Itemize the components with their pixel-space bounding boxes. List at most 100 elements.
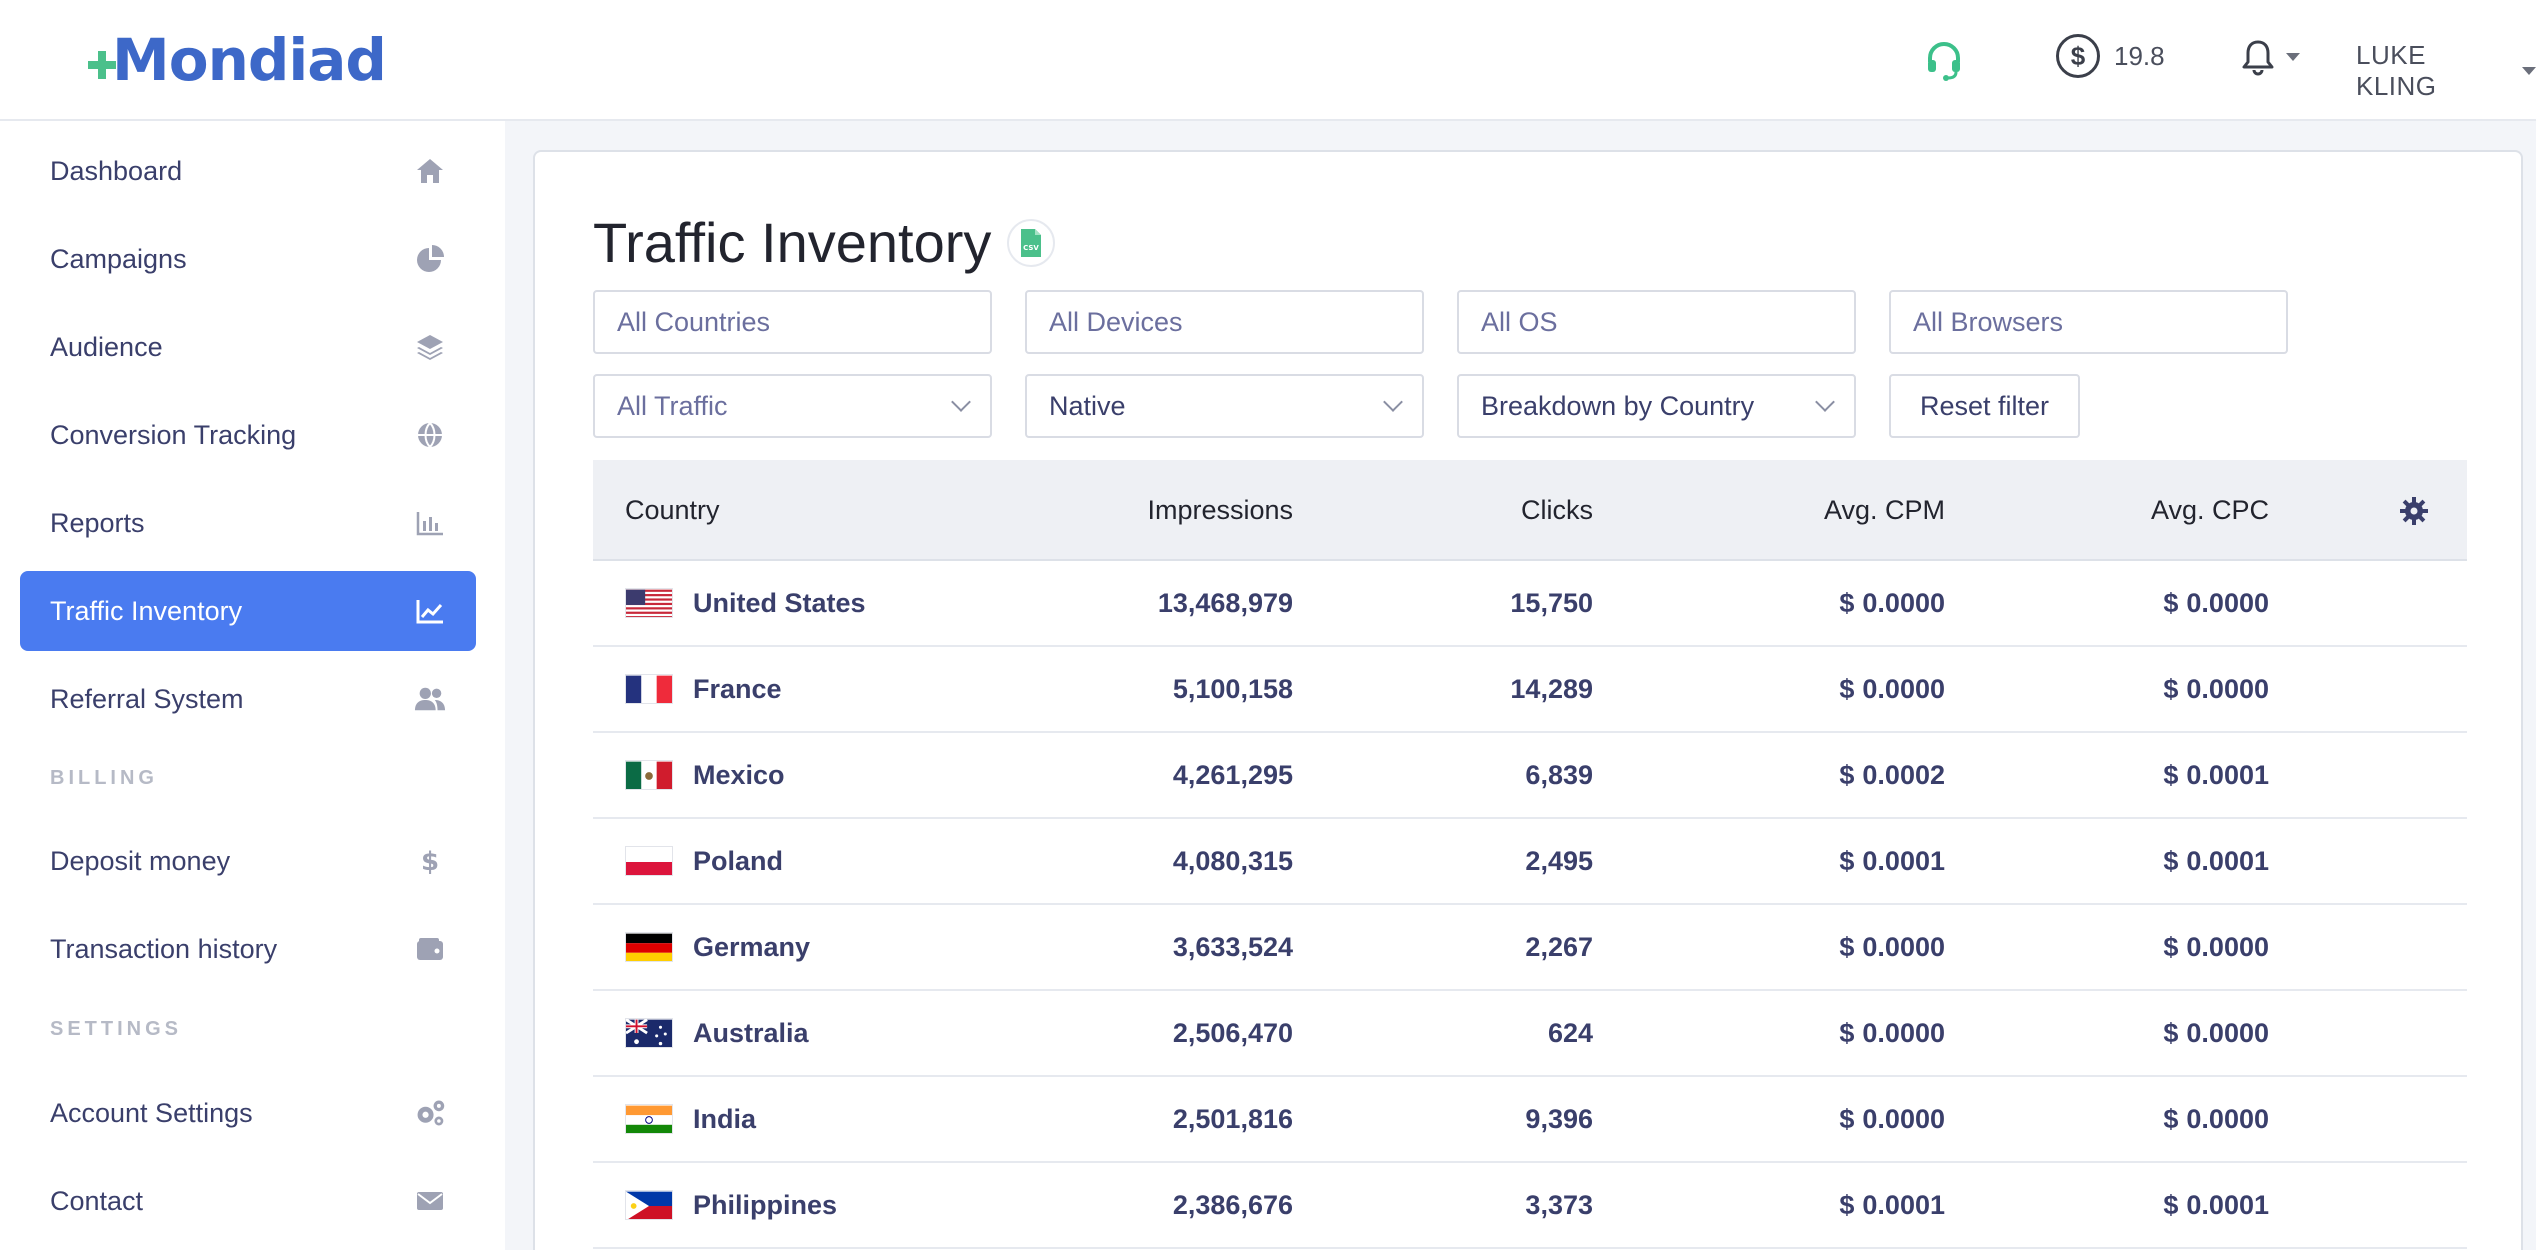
avg-cpc-value: 0.0001 [2186, 759, 2269, 790]
country-name[interactable]: Poland [693, 845, 784, 876]
sidebar-item-conversion-tracking[interactable]: Conversion Tracking [20, 395, 476, 475]
reset-filter-button[interactable]: Reset filter [1889, 374, 2080, 438]
sidebar-item-transaction-history[interactable]: Transaction history [20, 909, 476, 989]
flag-us-icon [625, 588, 673, 618]
sidebar-item-contact[interactable]: Contact [20, 1161, 476, 1241]
browsers-filter-value: All Browsers [1913, 306, 2064, 337]
globe-icon [414, 419, 446, 451]
support-headset-icon[interactable] [1920, 36, 1968, 84]
flag-pl-icon [625, 846, 673, 876]
country-name[interactable]: United States [693, 587, 866, 618]
flag-fr-icon [625, 674, 673, 704]
sidebar-item-label: Referral System [50, 683, 244, 714]
page-title: Traffic Inventory [593, 211, 992, 274]
bar-chart-icon [414, 507, 446, 539]
clicks-cell: 6,839 [1525, 759, 1593, 790]
sidebar: Dashboard Campaigns Audience Conversion Tra… [0, 121, 505, 1250]
logo-plus-mark [88, 51, 116, 79]
sidebar-item-referral-system[interactable]: Referral System [20, 659, 476, 739]
csv-export-button[interactable]: CSV [1007, 218, 1056, 267]
chevron-down-icon [2286, 53, 2300, 61]
envelope-icon [414, 1185, 446, 1217]
sidebar-item-campaigns[interactable]: Campaigns [20, 219, 476, 299]
balance-display[interactable]: $ 19.8 [2056, 34, 2165, 78]
avg-cpc-cell: $0.0000 [2089, 991, 2269, 1075]
clicks-cell: 3,373 [1525, 1189, 1593, 1220]
ad-format-select[interactable]: Native [1025, 374, 1424, 438]
country-name[interactable]: India [693, 1103, 757, 1134]
sidebar-item-label: Audience [50, 331, 163, 362]
notifications-dropdown[interactable] [2240, 38, 2300, 76]
column-header-impressions[interactable]: Impressions [1147, 495, 1293, 525]
balance-amount: 19.8 [2114, 40, 2165, 71]
avg-cpc-value: 0.0000 [2186, 1103, 2269, 1134]
csv-label: CSV [1024, 244, 1040, 252]
avg-cpc-value: 0.0001 [2186, 1189, 2269, 1220]
traffic-type-select[interactable]: All Traffic [593, 374, 992, 438]
sidebar-item-audience[interactable]: Audience [20, 307, 476, 387]
dollar-sign: $ [1839, 759, 1855, 790]
table-row: United States 13,468,979 15,750 $0.0000 $0.0… [593, 561, 2467, 647]
svg-text:$: $ [421, 847, 439, 876]
os-filter[interactable]: All OS [1457, 290, 1856, 354]
avg-cpc-cell: $0.0000 [2089, 905, 2269, 989]
home-icon [414, 155, 446, 187]
sidebar-item-label: Contact [50, 1185, 144, 1216]
country-name[interactable]: Australia [693, 1017, 809, 1048]
country-name[interactable]: Germany [693, 931, 811, 962]
column-header-country[interactable]: Country [625, 495, 720, 525]
country-name[interactable]: Mexico [693, 759, 785, 790]
mondiad-logo[interactable]: Mondiad [88, 26, 387, 94]
avg-cpc-value: 0.0000 [2186, 673, 2269, 704]
top-header: Mondiad $ 19.8 LUKE KLING [0, 0, 2536, 121]
browsers-filter[interactable]: All Browsers [1889, 290, 2288, 354]
section-heading-billing: BILLING [50, 767, 158, 789]
sidebar-item-dashboard[interactable]: Dashboard [20, 131, 476, 211]
avg-cpc-cell: $0.0001 [2089, 733, 2269, 817]
countries-filter-value: All Countries [617, 306, 771, 337]
countries-filter[interactable]: All Countries [593, 290, 992, 354]
user-menu[interactable]: LUKE KLING [2356, 40, 2536, 102]
devices-filter[interactable]: All Devices [1025, 290, 1424, 354]
dollar-sign: $ [1839, 1189, 1855, 1220]
gear-icon[interactable] [2399, 496, 2429, 526]
dollar-sign: $ [2163, 759, 2179, 790]
avg-cpm-cell: $0.0000 [1765, 991, 1945, 1075]
chevron-down-icon [1815, 392, 1835, 412]
column-header-avg-cpc[interactable]: Avg. CPC [2150, 495, 2269, 525]
impressions-cell: 3,633,524 [1172, 931, 1293, 962]
country-name[interactable]: France [693, 673, 782, 704]
flag-in-icon [625, 1104, 673, 1134]
column-header-avg-cpm[interactable]: Avg. CPM [1823, 495, 1945, 525]
clicks-cell: 2,267 [1525, 931, 1593, 962]
avg-cpc-value: 0.0001 [2186, 845, 2269, 876]
cogs-icon [414, 1097, 446, 1129]
country-cell: Mexico [625, 733, 785, 817]
sidebar-item-traffic-inventory[interactable]: Traffic Inventory [20, 571, 476, 651]
avg-cpc-cell: $0.0000 [2089, 1077, 2269, 1161]
impressions-cell: 5,100,158 [1172, 673, 1293, 704]
dollar-sign: $ [2163, 845, 2179, 876]
dollar-sign: $ [1839, 931, 1855, 962]
sidebar-item-deposit-money[interactable]: Deposit money $ [20, 821, 476, 901]
impressions-cell: 13,468,979 [1157, 587, 1293, 618]
table-row: Mexico 4,261,295 6,839 $0.0002 $0.0001 [593, 733, 2467, 819]
column-header-clicks[interactable]: Clicks [1521, 495, 1593, 525]
sidebar-item-reports[interactable]: Reports [20, 483, 476, 563]
impressions-cell: 2,501,816 [1172, 1103, 1293, 1134]
country-cell: Australia [625, 991, 809, 1075]
avg-cpm-value: 0.0000 [1862, 1017, 1945, 1048]
avg-cpm-value: 0.0000 [1862, 931, 1945, 962]
traffic-inventory-card: Traffic Inventory CSV All Countries All … [533, 150, 2523, 1250]
traffic-table: Country Impressions Clicks Avg. CPM Avg.… [593, 460, 2467, 1249]
country-name[interactable]: Philippines [693, 1189, 838, 1220]
breakdown-select[interactable]: Breakdown by Country [1457, 374, 1856, 438]
avg-cpc-value: 0.0000 [2186, 931, 2269, 962]
dollar-sign: $ [2163, 1103, 2179, 1134]
avg-cpc-cell: $0.0000 [2089, 561, 2269, 645]
country-cell: Philippines [625, 1163, 837, 1247]
avg-cpm-cell: $0.0002 [1765, 733, 1945, 817]
ad-format-value: Native [1049, 390, 1126, 421]
sidebar-item-account-settings[interactable]: Account Settings [20, 1073, 476, 1153]
impressions-cell: 2,506,470 [1172, 1017, 1293, 1048]
